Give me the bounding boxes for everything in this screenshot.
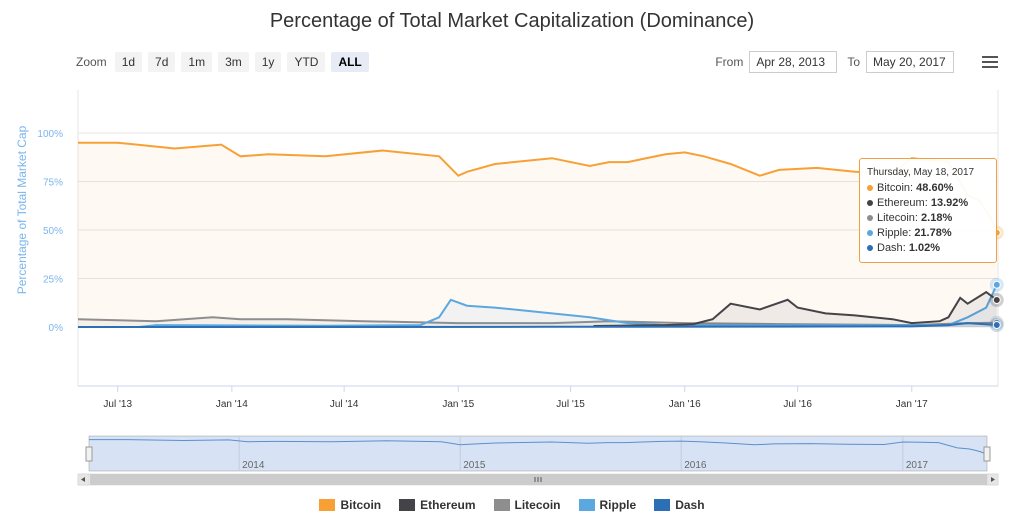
series-line-ethereum [593,290,998,327]
to-label: To [847,55,860,69]
chart-canvas: 0% 25% 50% 75% 100% Jul '13 Jan '14 Jul '14 Jan… [15,90,1004,486]
legend-item-dash[interactable]: Dash [654,498,705,512]
series-area-ethereum [593,292,997,327]
x-tick-label: Jul '13 [103,399,132,410]
from-label: From [715,55,744,69]
y-tick-label: 50% [43,226,63,237]
zoom-1y-button[interactable]: 1y [254,52,282,72]
arrow-right-icon [991,477,995,482]
navigator-tick-label: 2014 [242,460,265,471]
zoom-label: Zoom [76,55,107,69]
x-tick-label: Jan '16 [669,399,701,410]
legend-item-ethereum[interactable]: Ethereum [399,498,476,512]
tooltip-row-ethereum: Ethereum: 13.92% [867,196,989,211]
x-tick-label: Jul '16 [783,399,812,410]
legend-item-ripple[interactable]: Ripple [578,498,636,512]
zoom-1d-button[interactable]: 1d [114,52,143,72]
to-date-input[interactable]: May 20, 2017 [866,51,954,73]
navigator-series-line [89,439,986,455]
zoom-3m-button[interactable]: 3m [218,52,249,72]
y-tick-label: 100% [37,129,63,140]
series-line-dash [78,322,997,328]
legend-item-bitcoin[interactable]: Bitcoin [319,498,381,512]
tooltip-row-litecoin: Litecoin: 2.18% [867,211,989,226]
navigator-handle-right [983,446,991,462]
arrow-left-icon [81,477,85,482]
hover-marker-ripple [992,280,1001,289]
y-tick-label: 25% [43,275,63,286]
navigator-tick-label: 2016 [684,460,707,471]
x-tick-label: Jan '17 [896,399,928,410]
zoom-1m-button[interactable]: 1m [181,52,213,72]
navigator-tick-label: 2015 [463,460,486,471]
hover-marker-dash [992,321,1001,330]
zoom-all-button[interactable]: ALL [331,52,369,72]
hover-marker-ethereum [992,295,1001,304]
tooltip-date: Thursday, May 18, 2017 [867,167,975,178]
chart-title: Percentage of Total Market Capitalizatio… [269,10,755,32]
x-tick-label: Jul '15 [556,399,585,410]
x-tick-label: Jan '14 [216,399,248,410]
date-range: From Apr 28, 2013 To May 20, 2017 [715,51,964,73]
series-area-bitcoin [78,142,997,327]
grid-lines [78,132,998,328]
from-date-input[interactable]: Apr 28, 2013 [749,51,838,73]
tooltip-row-ripple: Ripple: 21.78% [867,226,989,241]
x-tick-label: Jul '14 [330,399,359,410]
y-axis-ticks: 0% 25% 50% 75% 100% [37,129,63,334]
navigator-handle-left [85,446,93,462]
y-tick-label: 0% [49,323,64,334]
tooltip: Thursday, May 18, 2017 Bitcoin: 48.60% E… [859,158,997,263]
hamburger-menu-icon[interactable] [982,56,998,68]
series-layer [77,141,998,328]
legend: Bitcoin Ethereum Litecoin Ripple Dash [0,498,1024,512]
tooltip-row-bitcoin: Bitcoin: 48.60% [867,181,989,196]
navigator: 2014 2015 2016 2017 [77,435,999,486]
zoom-ytd-button[interactable]: YTD [287,52,326,72]
x-axis-ticks: Jul '13 Jan '14 Jul '14 Jan '15 Jul '15 Jan '… [103,386,928,410]
navigator-tick-label: 2017 [906,460,929,471]
plot-background [77,90,999,387]
legend-item-litecoin[interactable]: Litecoin [493,498,561,512]
navigator-window [88,435,988,472]
y-axis-label: Percentage of Total Market Cap [15,125,29,294]
zoom-7d-button[interactable]: 7d [148,52,176,72]
x-tick-label: Jan '15 [442,399,474,410]
series-area-ripple [78,284,997,327]
y-tick-label: 75% [43,178,63,189]
tooltip-row-dash: Dash: 1.02% [867,241,989,256]
zoom-bar: Zoom 1d 7d 1m 3m 1y YTD ALL [76,52,375,72]
